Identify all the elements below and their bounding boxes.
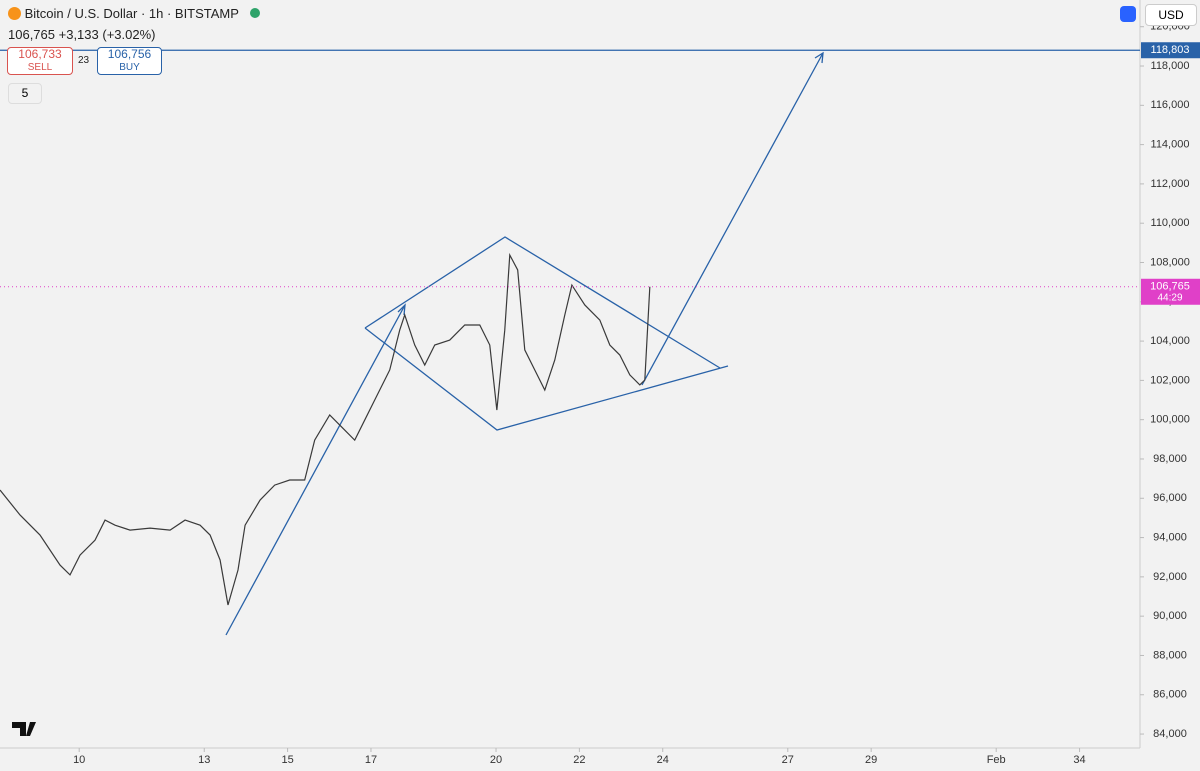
countdown-label: 44:29 <box>1157 292 1182 303</box>
y-tick-label: 86,000 <box>1153 689 1187 701</box>
target-arrow <box>641 52 824 386</box>
x-tick-label: 24 <box>657 754 669 766</box>
y-tick-label: 112,000 <box>1151 178 1190 190</box>
x-tick-label: 34 <box>1073 754 1085 766</box>
x-tick-label: 10 <box>73 754 85 766</box>
y-tick-label: 108,000 <box>1150 256 1190 268</box>
status-dot <box>250 8 261 18</box>
x-tick-label: Feb <box>987 754 1006 766</box>
quote-row: 106,765 +3,133 (+3.02%) <box>8 27 155 42</box>
y-tick-label: 98,000 <box>1153 453 1187 465</box>
y-tick-label: 88,000 <box>1153 649 1187 661</box>
y-tick-label: 90,000 <box>1153 610 1187 622</box>
logo-shape <box>12 722 36 736</box>
indicator-count: 5 <box>21 86 29 100</box>
price-change: +3,133 (+3.02%) <box>58 27 156 42</box>
y-tick-label: 100,000 <box>1150 414 1190 426</box>
x-tick-label: 15 <box>281 754 293 766</box>
drawings <box>225 51 824 636</box>
y-tick-label: 94,000 <box>1153 531 1187 543</box>
tv-logo <box>12 722 36 736</box>
x-tick-label: 29 <box>865 754 877 766</box>
current-price-label: 106,765 <box>1150 281 1190 293</box>
x-tick-label: 13 <box>198 754 210 766</box>
sell-button[interactable]: 106,733 SELL <box>7 47 73 75</box>
y-tick-label: 96,000 <box>1153 492 1187 504</box>
btc-icon <box>8 7 21 20</box>
x-tick-label: 27 <box>782 754 794 766</box>
trend-line <box>225 304 406 636</box>
price-line-tag <box>1141 42 1200 59</box>
y-tick-label: 104,000 <box>1150 335 1190 347</box>
currency: USD <box>1158 8 1184 22</box>
buy-button[interactable]: 106,756 BUY <box>97 47 162 75</box>
y-tick-label: 118,000 <box>1151 60 1190 72</box>
price-line-label: 118,803 <box>1151 44 1190 56</box>
x-tick-label: 22 <box>573 754 585 766</box>
arrow-head <box>397 303 406 316</box>
y-tick-label: 114,000 <box>1151 139 1190 151</box>
spread: 23 <box>78 55 90 66</box>
x-tick-label: 17 <box>365 754 377 766</box>
y-tick-label: 102,000 <box>1150 374 1190 386</box>
y-tick-label: 116,000 <box>1151 99 1190 111</box>
x-tick-label: 20 <box>490 754 502 766</box>
y-tick-label: 92,000 <box>1153 571 1187 583</box>
arrow-head <box>814 51 824 64</box>
indicators-toggle[interactable]: 5 <box>8 83 42 104</box>
layout-button[interactable] <box>1120 6 1136 22</box>
symbol-title: Bitcoin / U.S. Dollar · 1h · BITSTAMP <box>24 6 239 21</box>
diamond-pattern <box>364 236 729 431</box>
last-price: 106,765 <box>8 27 55 42</box>
sell-label: SELL <box>27 62 53 73</box>
price-axis-bg <box>1140 0 1200 771</box>
price-line <box>0 252 651 606</box>
currency-select[interactable]: USD <box>1145 4 1197 26</box>
title-row: Bitcoin / U.S. Dollar · 1h · BITSTAMP <box>8 6 261 21</box>
y-tick-label: 110,000 <box>1151 217 1190 229</box>
y-tick-label: 84,000 <box>1153 728 1187 740</box>
buy-label: BUY <box>119 62 140 73</box>
buy-price: 106,756 <box>107 47 152 61</box>
sell-price: 106,733 <box>18 47 62 61</box>
current-price-tag <box>1141 278 1200 305</box>
